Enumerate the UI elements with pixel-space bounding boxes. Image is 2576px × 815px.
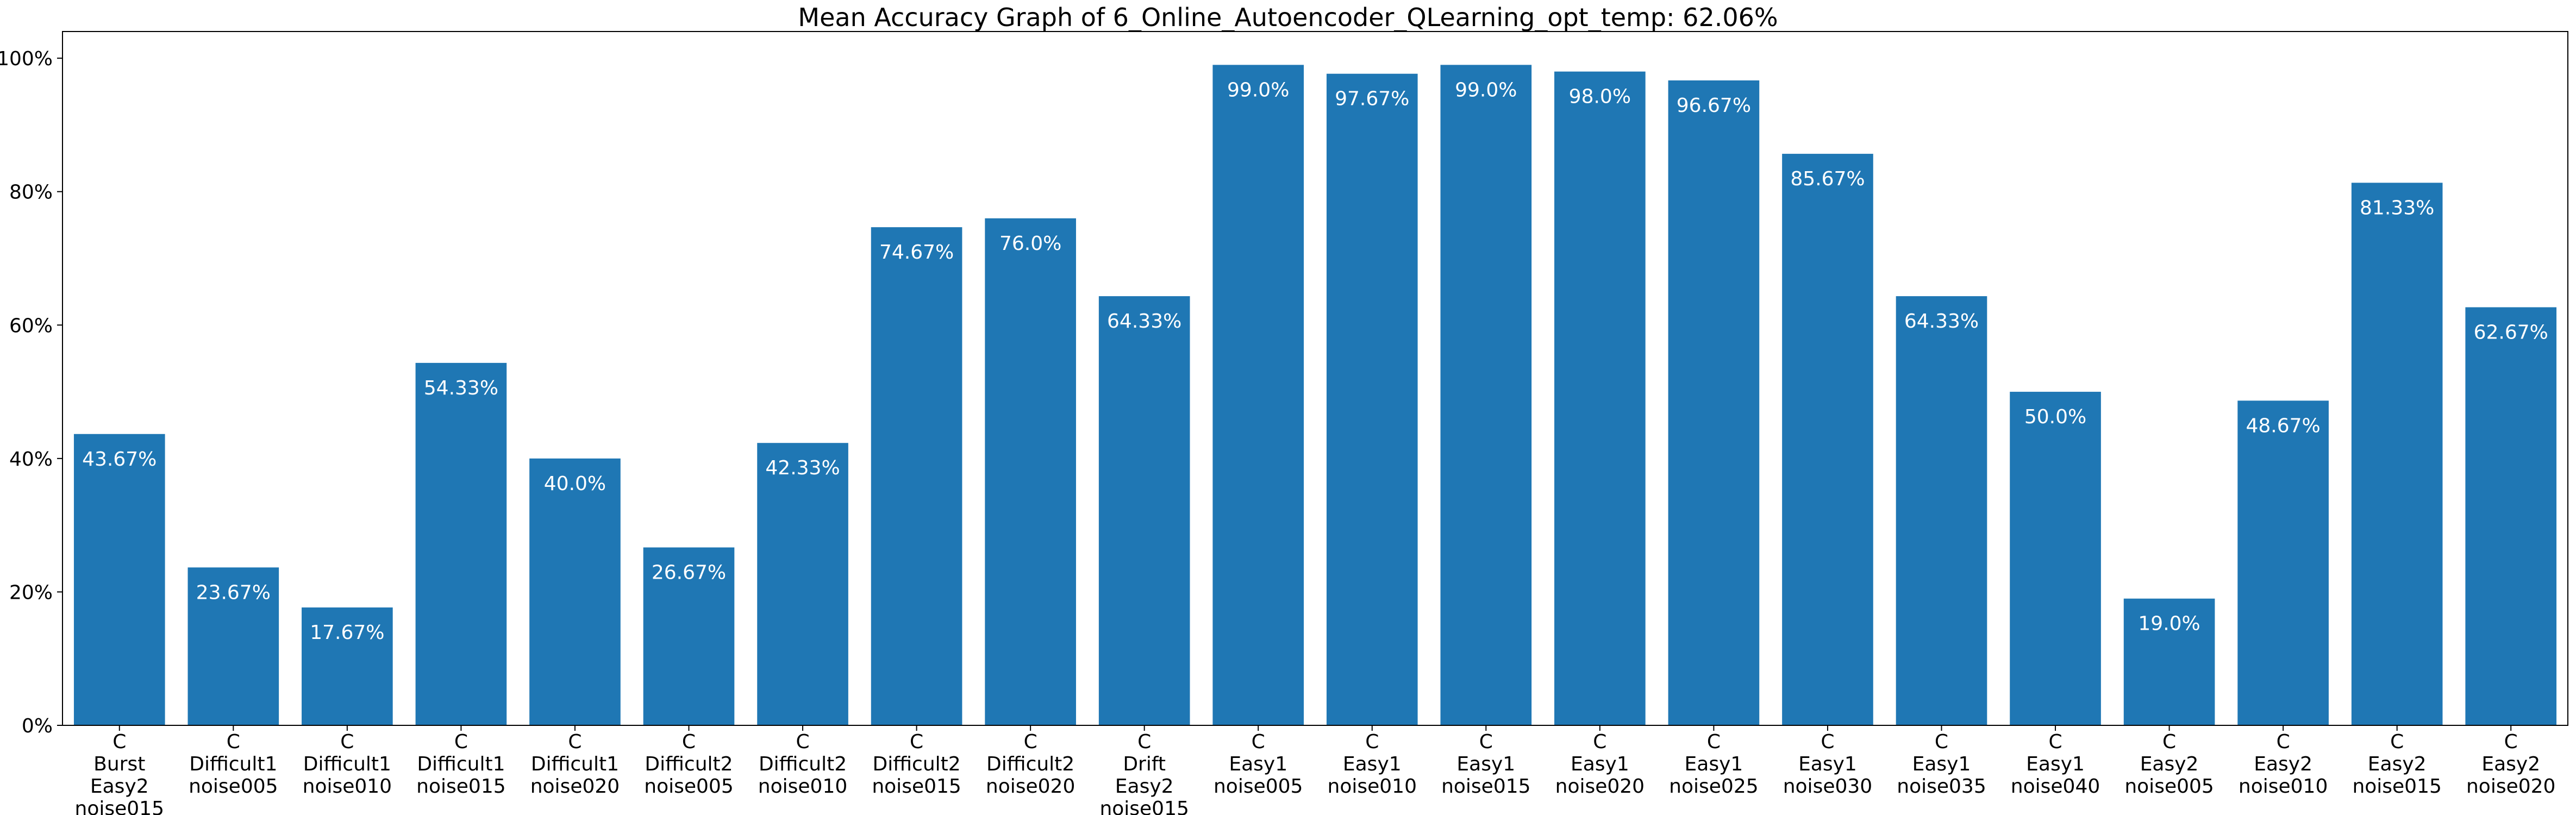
x-tick-label: C Difficult1 noise015	[416, 731, 505, 798]
x-tick-label: C Easy2 noise020	[2466, 731, 2555, 798]
bar	[871, 227, 962, 725]
bar-value-label: 74.67%	[879, 241, 954, 264]
bars-group	[73, 65, 2557, 726]
bar-value-label: 96.67%	[1677, 95, 1751, 117]
x-tick-label: C Easy2 noise010	[2239, 731, 2328, 798]
x-tick-label: C Easy1 noise040	[2011, 731, 2100, 798]
bar-value-label: 19.0%	[2138, 613, 2200, 635]
x-tick-label: C Easy1 noise020	[1555, 731, 1645, 798]
x-tick-label: C Difficult2 noise020	[986, 731, 1075, 798]
bar-value-label: 62.67%	[2474, 321, 2548, 343]
y-tick-label: 60%	[9, 315, 53, 337]
y-axis: 0% 20% 40% 60% 80% 100%	[0, 48, 62, 737]
bar	[415, 362, 507, 725]
bar-value-label: 48.67%	[2246, 415, 2320, 437]
bar	[1326, 73, 1418, 725]
bar-value-label: 50.0%	[2024, 406, 2086, 428]
bar	[187, 567, 279, 725]
x-tick-label: C Easy1 noise010	[1328, 731, 1417, 798]
bar-value-label: 54.33%	[424, 377, 498, 399]
bar-value-label: 76.0%	[999, 233, 1061, 255]
bar-value-label: 23.67%	[196, 581, 271, 604]
x-tick-label: C Easy1 noise025	[1669, 731, 1758, 798]
bar	[643, 547, 735, 725]
bar-value-label: 99.0%	[1455, 79, 1517, 101]
bar	[2351, 183, 2443, 725]
x-tick-label: C Drift Easy2 noise015	[1099, 731, 1189, 815]
bar	[1896, 296, 1987, 725]
bar-value-label: 85.67%	[1790, 168, 1865, 190]
x-tick-label: C Easy2 noise015	[2352, 731, 2441, 798]
bar-value-label: 40.0%	[544, 473, 606, 495]
bar	[1098, 296, 1190, 725]
y-tick-label: 20%	[9, 581, 53, 604]
x-tick-label: C Easy2 noise005	[2124, 731, 2214, 798]
value-labels-group: 43.67% 23.67% 17.67% 54.33% 40.0% 26.67% 42.33…	[82, 79, 2548, 644]
bar	[2010, 392, 2101, 725]
bar	[302, 607, 393, 725]
bar	[1212, 65, 1304, 725]
x-tick-label: C Easy1 noise035	[1897, 731, 1986, 798]
bar-value-label: 17.67%	[310, 622, 384, 644]
bar	[1554, 71, 1646, 725]
plot-frame	[62, 31, 2568, 726]
x-tick-label: C Difficult1 noise010	[303, 731, 392, 798]
x-tick-label: C Difficult2 noise005	[644, 731, 733, 798]
bar	[2123, 598, 2215, 725]
bar-value-label: 97.67%	[1335, 88, 1409, 110]
x-axis: C Burst Easy2 noise015 C Difficult1 noise005 C D…	[75, 725, 2555, 815]
x-tick-label: C Difficult2 noise015	[872, 731, 961, 798]
x-tick-label: C Easy1 noise030	[1783, 731, 1872, 798]
bar-value-label: 81.33%	[2360, 197, 2434, 219]
bar	[1668, 80, 1760, 726]
x-tick-label: C Difficult2 noise010	[758, 731, 847, 798]
x-tick-label: C Difficult1 noise005	[189, 731, 278, 798]
bar	[2237, 400, 2329, 725]
bar	[1782, 154, 1873, 725]
bar	[73, 434, 165, 725]
x-tick-label: C Easy1 noise015	[1441, 731, 1530, 798]
bar-value-label: 64.33%	[1107, 310, 1181, 333]
bar-value-label: 64.33%	[1904, 310, 1979, 333]
y-tick-label: 0%	[22, 715, 53, 737]
bar	[529, 458, 621, 725]
bar	[1440, 65, 1532, 725]
y-tick-label: 40%	[9, 448, 53, 471]
y-tick-label: 80%	[9, 181, 53, 204]
y-tick-label: 100%	[0, 48, 53, 70]
bar-value-label: 43.67%	[82, 448, 157, 471]
x-tick-label: C Burst Easy2 noise015	[75, 731, 164, 815]
chart-title: Mean Accuracy Graph of 6_Online_Autoenco…	[798, 3, 1778, 32]
x-tick-label: C Easy1 noise005	[1214, 731, 1303, 798]
bar-value-label: 98.0%	[1569, 86, 1631, 108]
bar	[2465, 307, 2557, 725]
x-tick-label: C Difficult1 noise020	[530, 731, 620, 798]
bar-value-label: 26.67%	[652, 562, 726, 584]
bar-value-label: 99.0%	[1227, 79, 1289, 101]
bar-value-label: 42.33%	[765, 457, 840, 479]
bar	[985, 218, 1076, 725]
bar	[757, 443, 848, 725]
